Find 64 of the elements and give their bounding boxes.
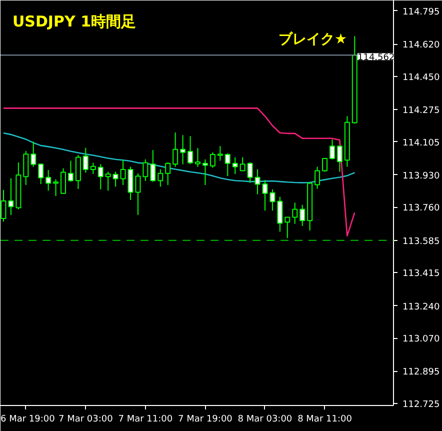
candlestick [262, 180, 268, 212]
y-tick-label: 113.415 [402, 269, 440, 280]
candlestick [135, 172, 141, 216]
y-tick-label: 113.070 [402, 334, 440, 344]
x-tick-label: 7 Mar 03:00 [58, 414, 114, 424]
y-tick-label: 112.725 [402, 400, 440, 410]
candlestick [180, 134, 186, 165]
candlestick [195, 148, 200, 168]
candlestick [8, 178, 14, 216]
y-tick-label: 113.585 [402, 236, 440, 247]
candlestick [314, 166, 320, 190]
candlestick [68, 160, 74, 182]
candlestick [128, 166, 134, 200]
x-tick-label: 8 Mar 11:00 [298, 414, 352, 424]
x-tick-label: 6 Mar 19:00 [0, 414, 56, 424]
candlestick [270, 188, 276, 212]
candlestick [188, 136, 194, 165]
x-tick-label: 8 Mar 03:00 [238, 414, 292, 424]
candlestick [240, 156, 246, 172]
candlestick [172, 132, 178, 168]
y-tick-label: 114.105 [402, 138, 440, 148]
y-tick-label: 113.760 [402, 204, 440, 214]
candlestick [158, 168, 164, 188]
candlestick [105, 171, 111, 192]
y-tick-label: 113.240 [402, 302, 440, 312]
candlestick [232, 156, 238, 174]
candlestick [120, 160, 126, 186]
y-tick-label: 114.450 [402, 72, 440, 83]
candlestick [30, 141, 36, 168]
candlestick [142, 158, 148, 182]
candlestick [254, 168, 260, 195]
candlestick [112, 171, 118, 188]
line-series [2, 108, 356, 236]
x-tick-label: 7 Mar 11:00 [118, 414, 173, 424]
candlestick [217, 146, 223, 162]
x-tick-label: 7 Mar 19:00 [178, 414, 233, 424]
y-tick-label: 113.930 [402, 171, 440, 182]
candlestick [300, 204, 306, 226]
candlestick [90, 162, 96, 174]
y-tick-label: 114.795 [402, 7, 440, 18]
candlestick [277, 196, 283, 232]
candlestick [284, 216, 290, 239]
candlestick [202, 158, 208, 186]
candlestick [292, 202, 298, 224]
candlestick [23, 150, 29, 186]
candlestick [75, 154, 81, 190]
candlestick [60, 168, 66, 194]
candlestick [38, 164, 44, 185]
text: USDJPY 1時間足 [12, 12, 136, 30]
candlestick [224, 152, 230, 177]
candlestick [150, 150, 156, 182]
candlestick [247, 162, 253, 184]
candlestick [329, 138, 335, 160]
y-tick-label: 114.275 [402, 106, 440, 116]
candlestick [336, 146, 342, 172]
candlestick [53, 178, 59, 196]
candlestick [98, 164, 104, 190]
candlestick [210, 152, 216, 168]
candlestick [46, 170, 52, 192]
y-tick-label: 112.895 [402, 368, 440, 378]
y-tick-label: 114.620 [402, 40, 440, 51]
candlestick [82, 147, 88, 174]
annotation: ブレイク★ [278, 30, 348, 48]
candlestick [165, 162, 171, 186]
